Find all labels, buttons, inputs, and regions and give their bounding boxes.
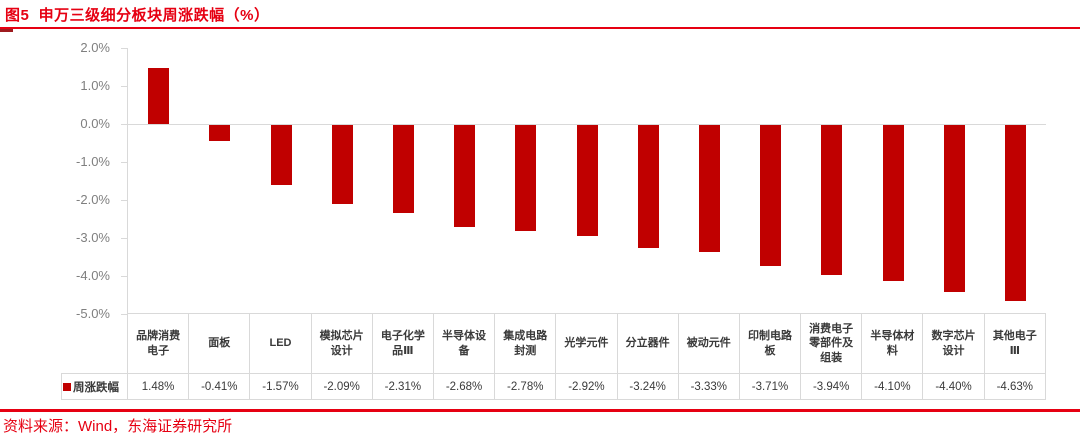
legend-key-cell: 周涨跌幅 xyxy=(61,373,128,400)
bar-4 xyxy=(331,125,353,205)
bar-1 xyxy=(148,67,170,124)
bar-5 xyxy=(392,125,414,213)
y-tick-mark xyxy=(121,238,127,239)
category-header-row: 品牌消费电子 面板 LED 模拟芯片设计 电子化学品Ⅲ 半导体设备 集成电路封测 光学元件 分立… xyxy=(61,313,1047,374)
category-header-cell-10: 被动元件 xyxy=(677,313,740,374)
y-tick-label: 0.0% xyxy=(80,116,110,131)
category-header-cell-9: 分立器件 xyxy=(616,313,679,374)
y-tick-label: 1.0% xyxy=(80,78,110,93)
bar-6 xyxy=(454,125,476,227)
y-tick-label: -1.0% xyxy=(76,154,110,169)
y-tick-mark xyxy=(121,48,127,49)
source-text: 资料来源：Wind，东海证券研究所 xyxy=(3,418,233,435)
category-header-cell-8: 光学元件 xyxy=(555,313,618,374)
category-header-cell-11: 印制电路板 xyxy=(738,313,802,374)
category-header-cell-1: 品牌消费电子 xyxy=(126,313,190,374)
value-cell-1: 1.48% xyxy=(126,373,190,400)
value-cell-14: -4.40% xyxy=(922,373,985,400)
value-cell-3: -1.57% xyxy=(249,373,312,400)
bar-2 xyxy=(209,125,231,141)
category-header-cell-2: 面板 xyxy=(188,313,251,374)
bar-7 xyxy=(515,125,537,231)
series-name: 周涨跌幅 xyxy=(73,381,119,394)
value-cell-9: -3.24% xyxy=(616,373,679,400)
table-corner-cell xyxy=(61,313,128,374)
y-tick-label: -3.0% xyxy=(76,230,110,245)
y-tick-label: -4.0% xyxy=(76,268,110,283)
title-rule xyxy=(0,27,1080,29)
value-cell-7: -2.78% xyxy=(494,373,557,400)
plot-area xyxy=(127,48,1046,314)
value-cell-12: -3.94% xyxy=(800,373,863,400)
zero-baseline xyxy=(128,124,1046,125)
y-tick-mark xyxy=(121,86,127,87)
y-tick-mark xyxy=(121,276,127,277)
category-header-cell-4: 模拟芯片设计 xyxy=(310,313,373,374)
bar-10 xyxy=(698,125,720,252)
bar-3 xyxy=(270,125,292,185)
figure-title: 图5 申万三级细分板块周涨跌幅（%） xyxy=(5,7,270,24)
title-rule-tick xyxy=(0,29,13,32)
value-row: 周涨跌幅 1.48% -0.41% -1.57% -2.09% -2.31% -2.68% -… xyxy=(61,373,1047,400)
category-header-cell-14: 数字芯片设计 xyxy=(922,313,985,374)
category-header-cell-3: LED xyxy=(249,313,312,374)
category-header-cell-6: 半导体设备 xyxy=(432,313,496,374)
value-cell-5: -2.31% xyxy=(371,373,434,400)
y-tick-mark xyxy=(121,162,127,163)
legend-marker-icon xyxy=(63,382,71,391)
bar-9 xyxy=(637,125,659,249)
value-cell-10: -3.33% xyxy=(677,373,740,400)
category-header-cell-5: 电子化学品Ⅲ xyxy=(371,313,434,374)
y-tick-label: 2.0% xyxy=(80,40,110,55)
category-header-cell-12: 消费电子零部件及组装 xyxy=(800,313,863,374)
category-header-cell-7: 集成电路封测 xyxy=(494,313,557,374)
value-cell-2: -0.41% xyxy=(188,373,251,400)
y-tick-mark xyxy=(121,200,127,201)
bar-8 xyxy=(576,125,598,236)
bar-11 xyxy=(760,125,782,266)
bar-15 xyxy=(1004,125,1026,301)
data-table: 品牌消费电子 面板 LED 模拟芯片设计 电子化学品Ⅲ 半导体设备 集成电路封测 光学元件 分立… xyxy=(61,313,1047,400)
category-header-cell-15: 其他电子Ⅲ xyxy=(983,313,1047,374)
source-rule xyxy=(0,409,1080,412)
value-cell-15: -4.63% xyxy=(983,373,1047,400)
y-tick-mark xyxy=(121,124,127,125)
bar-13 xyxy=(882,125,904,281)
value-cell-6: -2.68% xyxy=(432,373,496,400)
bar-12 xyxy=(821,125,843,275)
category-header-cell-13: 半导体材料 xyxy=(861,313,924,374)
value-cell-4: -2.09% xyxy=(310,373,373,400)
bar-14 xyxy=(943,125,965,293)
y-tick-label: -2.0% xyxy=(76,192,110,207)
value-cell-13: -4.10% xyxy=(861,373,924,400)
value-cell-11: -3.71% xyxy=(738,373,802,400)
value-cell-8: -2.92% xyxy=(555,373,618,400)
